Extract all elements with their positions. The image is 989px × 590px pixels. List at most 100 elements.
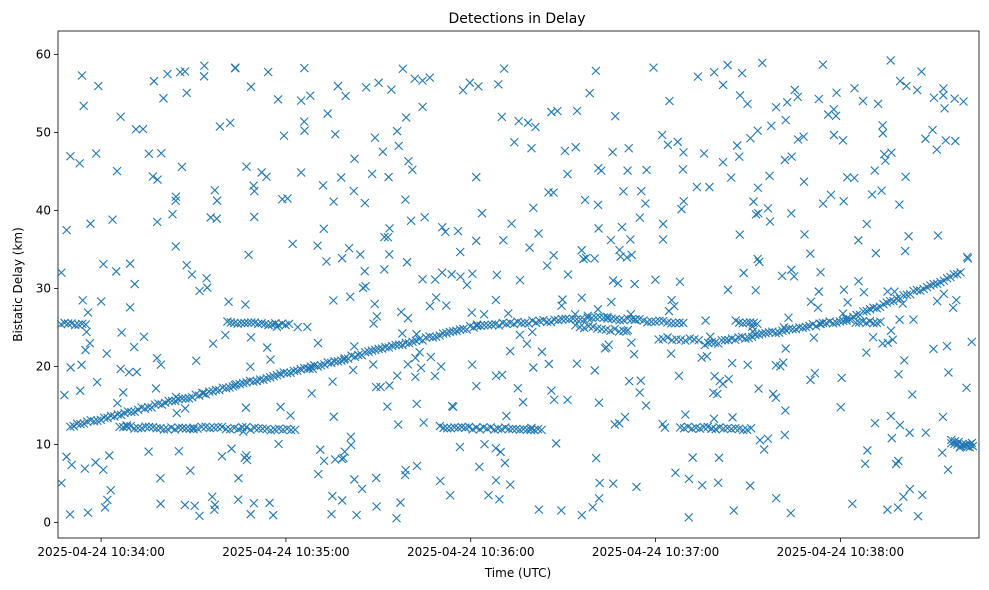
data-point-marker	[810, 368, 820, 378]
data-point-marker	[635, 213, 645, 223]
data-point-marker	[447, 269, 456, 279]
data-point-marker	[704, 182, 714, 192]
data-point-marker	[299, 117, 309, 127]
data-point-marker	[667, 295, 677, 305]
data-point-marker	[615, 315, 625, 325]
data-point-marker	[100, 503, 110, 512]
data-point-marker	[585, 88, 595, 98]
data-point-marker	[753, 183, 763, 193]
data-point-marker	[74, 320, 84, 330]
data-point-marker	[571, 142, 581, 152]
data-point-marker	[862, 446, 872, 455]
data-point-marker	[458, 85, 468, 95]
data-point-marker	[156, 499, 165, 509]
data-point-marker	[921, 428, 931, 437]
data-point-marker	[600, 343, 610, 353]
y-tick-label: 20	[36, 359, 51, 373]
data-point-marker	[265, 498, 274, 508]
data-point-marker	[847, 499, 857, 509]
data-point-marker	[118, 388, 128, 397]
data-point-marker	[171, 196, 181, 206]
data-point-marker	[385, 224, 394, 233]
data-point-marker	[274, 439, 283, 449]
data-point-marker	[887, 433, 897, 443]
data-point-marker	[938, 412, 948, 422]
x-tick-label: 2025-04-24 10:36:00	[407, 545, 534, 559]
data-point-marker	[751, 286, 761, 295]
data-point-marker	[262, 172, 271, 182]
data-point-marker	[455, 442, 465, 452]
data-point-marker	[348, 365, 358, 375]
data-point-marker	[898, 299, 908, 309]
data-point-marker	[276, 402, 285, 412]
data-point-marker	[513, 383, 523, 393]
data-point-marker	[245, 362, 255, 372]
data-point-marker	[806, 297, 816, 307]
data-point-marker	[453, 226, 463, 236]
data-point-marker	[152, 423, 161, 433]
data-point-marker	[226, 318, 236, 327]
data-point-marker	[663, 333, 672, 342]
x-tick-label: 2025-04-24 10:35:00	[222, 545, 349, 559]
data-point-marker	[563, 169, 572, 179]
data-point-marker	[883, 287, 892, 296]
data-point-marker	[67, 460, 77, 470]
data-point-marker	[394, 141, 404, 151]
data-point-marker	[205, 423, 215, 433]
data-point-marker	[447, 401, 457, 411]
data-point-marker	[355, 250, 365, 259]
data-point-marker	[790, 85, 800, 95]
data-point-marker	[781, 115, 791, 125]
data-point-marker	[594, 398, 604, 408]
data-point-marker	[398, 64, 408, 74]
data-point-marker	[607, 314, 617, 324]
data-point-marker	[249, 498, 259, 508]
data-point-marker	[77, 360, 86, 370]
data-point-marker	[591, 313, 601, 322]
data-point-marker	[818, 60, 828, 69]
data-point-marker	[624, 376, 634, 386]
data-point-marker	[784, 313, 793, 323]
data-point-marker	[472, 381, 481, 391]
data-point-marker	[871, 248, 881, 258]
data-point-marker	[666, 318, 676, 328]
data-point-marker	[77, 71, 87, 80]
data-point-marker	[533, 424, 543, 434]
data-point-marker	[635, 388, 645, 397]
data-point-marker	[739, 268, 749, 278]
data-point-marker	[393, 420, 403, 430]
data-point-marker	[680, 336, 690, 346]
data-point-marker	[360, 198, 370, 208]
data-point-marker	[520, 318, 530, 328]
data-point-marker	[697, 353, 706, 363]
data-point-marker	[523, 118, 533, 128]
x-axis-ticks: 2025-04-24 10:34:00 2025-04-24 10:35:00 20…	[37, 538, 904, 559]
data-point-marker	[187, 270, 197, 279]
data-point-marker	[241, 403, 251, 413]
data-point-marker	[246, 333, 256, 342]
y-tick-label: 50	[36, 125, 51, 139]
data-point-marker	[315, 445, 325, 455]
data-point-marker	[217, 451, 227, 461]
data-point-marker	[959, 97, 968, 106]
data-point-marker	[619, 187, 628, 196]
data-point-marker	[403, 313, 413, 323]
data-point-marker	[534, 228, 544, 238]
data-point-marker	[507, 219, 516, 229]
data-point-marker	[581, 253, 591, 263]
data-point-marker	[895, 315, 904, 325]
data-point-marker	[904, 231, 913, 241]
data-point-marker	[215, 122, 225, 131]
data-point-marker	[839, 196, 849, 206]
data-point-marker	[886, 411, 896, 421]
data-point-marker	[728, 413, 737, 422]
data-point-marker	[431, 293, 441, 302]
data-point-marker	[720, 335, 730, 345]
data-point-marker	[623, 166, 632, 176]
data-point-marker	[113, 410, 123, 419]
data-point-marker	[439, 423, 448, 433]
data-point-marker	[62, 225, 72, 235]
data-point-marker	[836, 402, 846, 412]
data-point-marker	[244, 250, 253, 260]
data-point-marker	[561, 314, 571, 324]
